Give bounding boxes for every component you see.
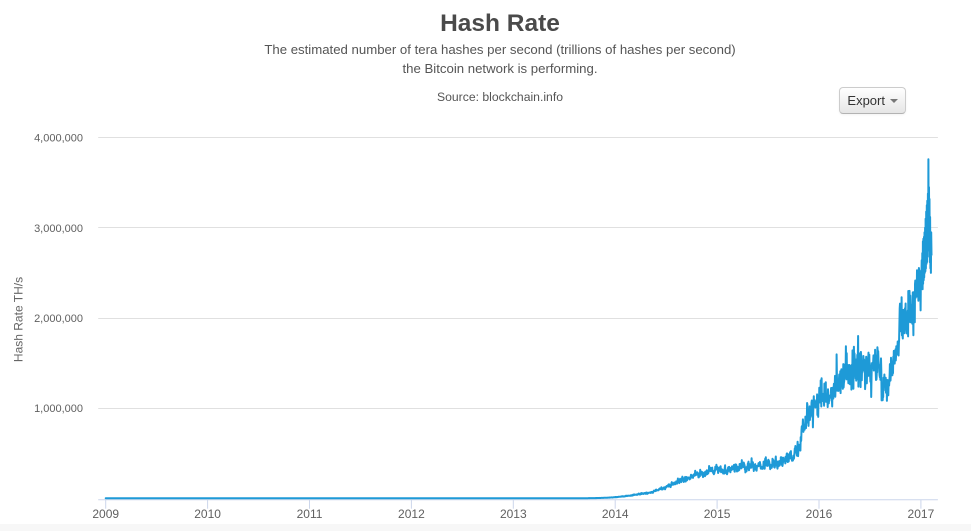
svg-text:2016: 2016 [806, 507, 833, 521]
svg-text:1,000,000: 1,000,000 [34, 403, 83, 415]
svg-text:2017: 2017 [908, 507, 935, 521]
svg-text:4,000,000: 4,000,000 [34, 133, 83, 145]
svg-text:2,000,000: 2,000,000 [34, 313, 83, 325]
svg-text:2015: 2015 [704, 507, 731, 521]
svg-text:2012: 2012 [398, 507, 425, 521]
svg-text:2009: 2009 [92, 507, 119, 521]
svg-text:Hash Rate TH/s: Hash Rate TH/s [12, 277, 26, 362]
svg-text:3,000,000: 3,000,000 [34, 223, 83, 235]
svg-text:2010: 2010 [194, 507, 221, 521]
svg-text:2014: 2014 [602, 507, 629, 521]
svg-text:2013: 2013 [500, 507, 527, 521]
svg-text:2011: 2011 [297, 507, 323, 521]
